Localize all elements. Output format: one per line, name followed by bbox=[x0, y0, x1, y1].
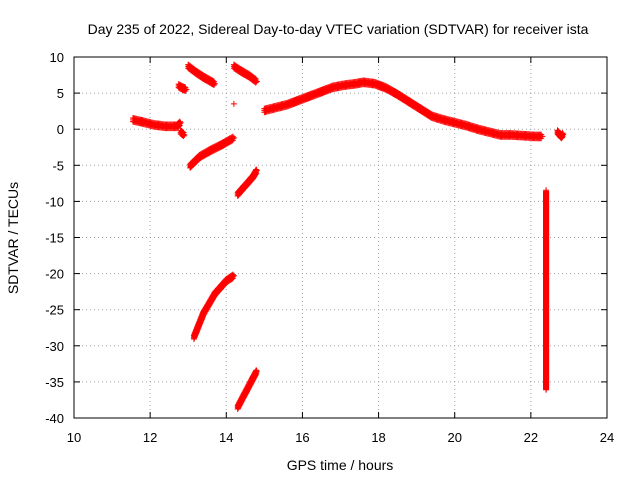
data-point bbox=[176, 122, 183, 129]
data-point bbox=[252, 79, 259, 86]
data-point bbox=[253, 167, 260, 174]
data-point bbox=[543, 386, 550, 393]
y-tick-label: -20 bbox=[45, 267, 64, 282]
data-point bbox=[253, 170, 260, 177]
data-point bbox=[211, 80, 218, 87]
grid-lines bbox=[74, 57, 607, 418]
data-point bbox=[180, 133, 187, 140]
tick-labels: 10 12 14 16 18 20 22 24 10 5 0 -5 -10 -15 -20 -25 -30 -35… bbox=[45, 50, 614, 445]
data-point bbox=[183, 86, 190, 93]
data-point bbox=[182, 87, 189, 94]
data-point bbox=[253, 78, 260, 85]
x-axis-label: GPS time / hours bbox=[287, 457, 394, 473]
data-point bbox=[253, 368, 260, 375]
data-point bbox=[559, 133, 566, 140]
y-tick-label: -35 bbox=[45, 375, 64, 390]
data-point bbox=[560, 131, 567, 138]
data-point bbox=[177, 119, 184, 126]
y-tick-label: -40 bbox=[45, 411, 64, 426]
data-point bbox=[558, 135, 565, 142]
data-point bbox=[210, 81, 217, 88]
data-point bbox=[230, 272, 237, 279]
y-tick-label: -10 bbox=[45, 194, 64, 209]
y-tick-label: -15 bbox=[45, 231, 64, 246]
x-tick-label: 10 bbox=[67, 430, 81, 445]
x-tick-label: 18 bbox=[371, 430, 385, 445]
data-point bbox=[230, 134, 237, 141]
data-point bbox=[539, 133, 546, 140]
y-tick-label: 10 bbox=[50, 50, 64, 65]
data-point bbox=[558, 134, 565, 141]
y-tick-label: 5 bbox=[57, 86, 64, 101]
plot-frame bbox=[73, 56, 608, 419]
y-tick-label: -30 bbox=[45, 339, 64, 354]
y-tick-label: 0 bbox=[57, 122, 64, 137]
x-tick-label: 22 bbox=[524, 430, 538, 445]
data-point bbox=[253, 370, 260, 377]
data-points bbox=[130, 61, 567, 412]
data-point bbox=[176, 122, 183, 129]
chart-title: Day 235 of 2022, Sidereal Day-to-day VTE… bbox=[88, 21, 589, 37]
y-tick-label: -25 bbox=[45, 303, 64, 318]
x-tick-label: 14 bbox=[219, 430, 233, 445]
data-point bbox=[230, 100, 237, 107]
y-axis-label: SDTVAR / TECUs bbox=[5, 182, 21, 294]
x-tick-label: 12 bbox=[143, 430, 157, 445]
axis-ticks bbox=[73, 56, 608, 419]
x-tick-label: 24 bbox=[600, 430, 614, 445]
data-point bbox=[252, 371, 259, 378]
data-point bbox=[181, 131, 188, 138]
x-tick-label: 16 bbox=[295, 430, 309, 445]
x-tick-label: 20 bbox=[447, 430, 461, 445]
y-tick-label: -5 bbox=[52, 158, 64, 173]
data-point bbox=[252, 171, 259, 178]
